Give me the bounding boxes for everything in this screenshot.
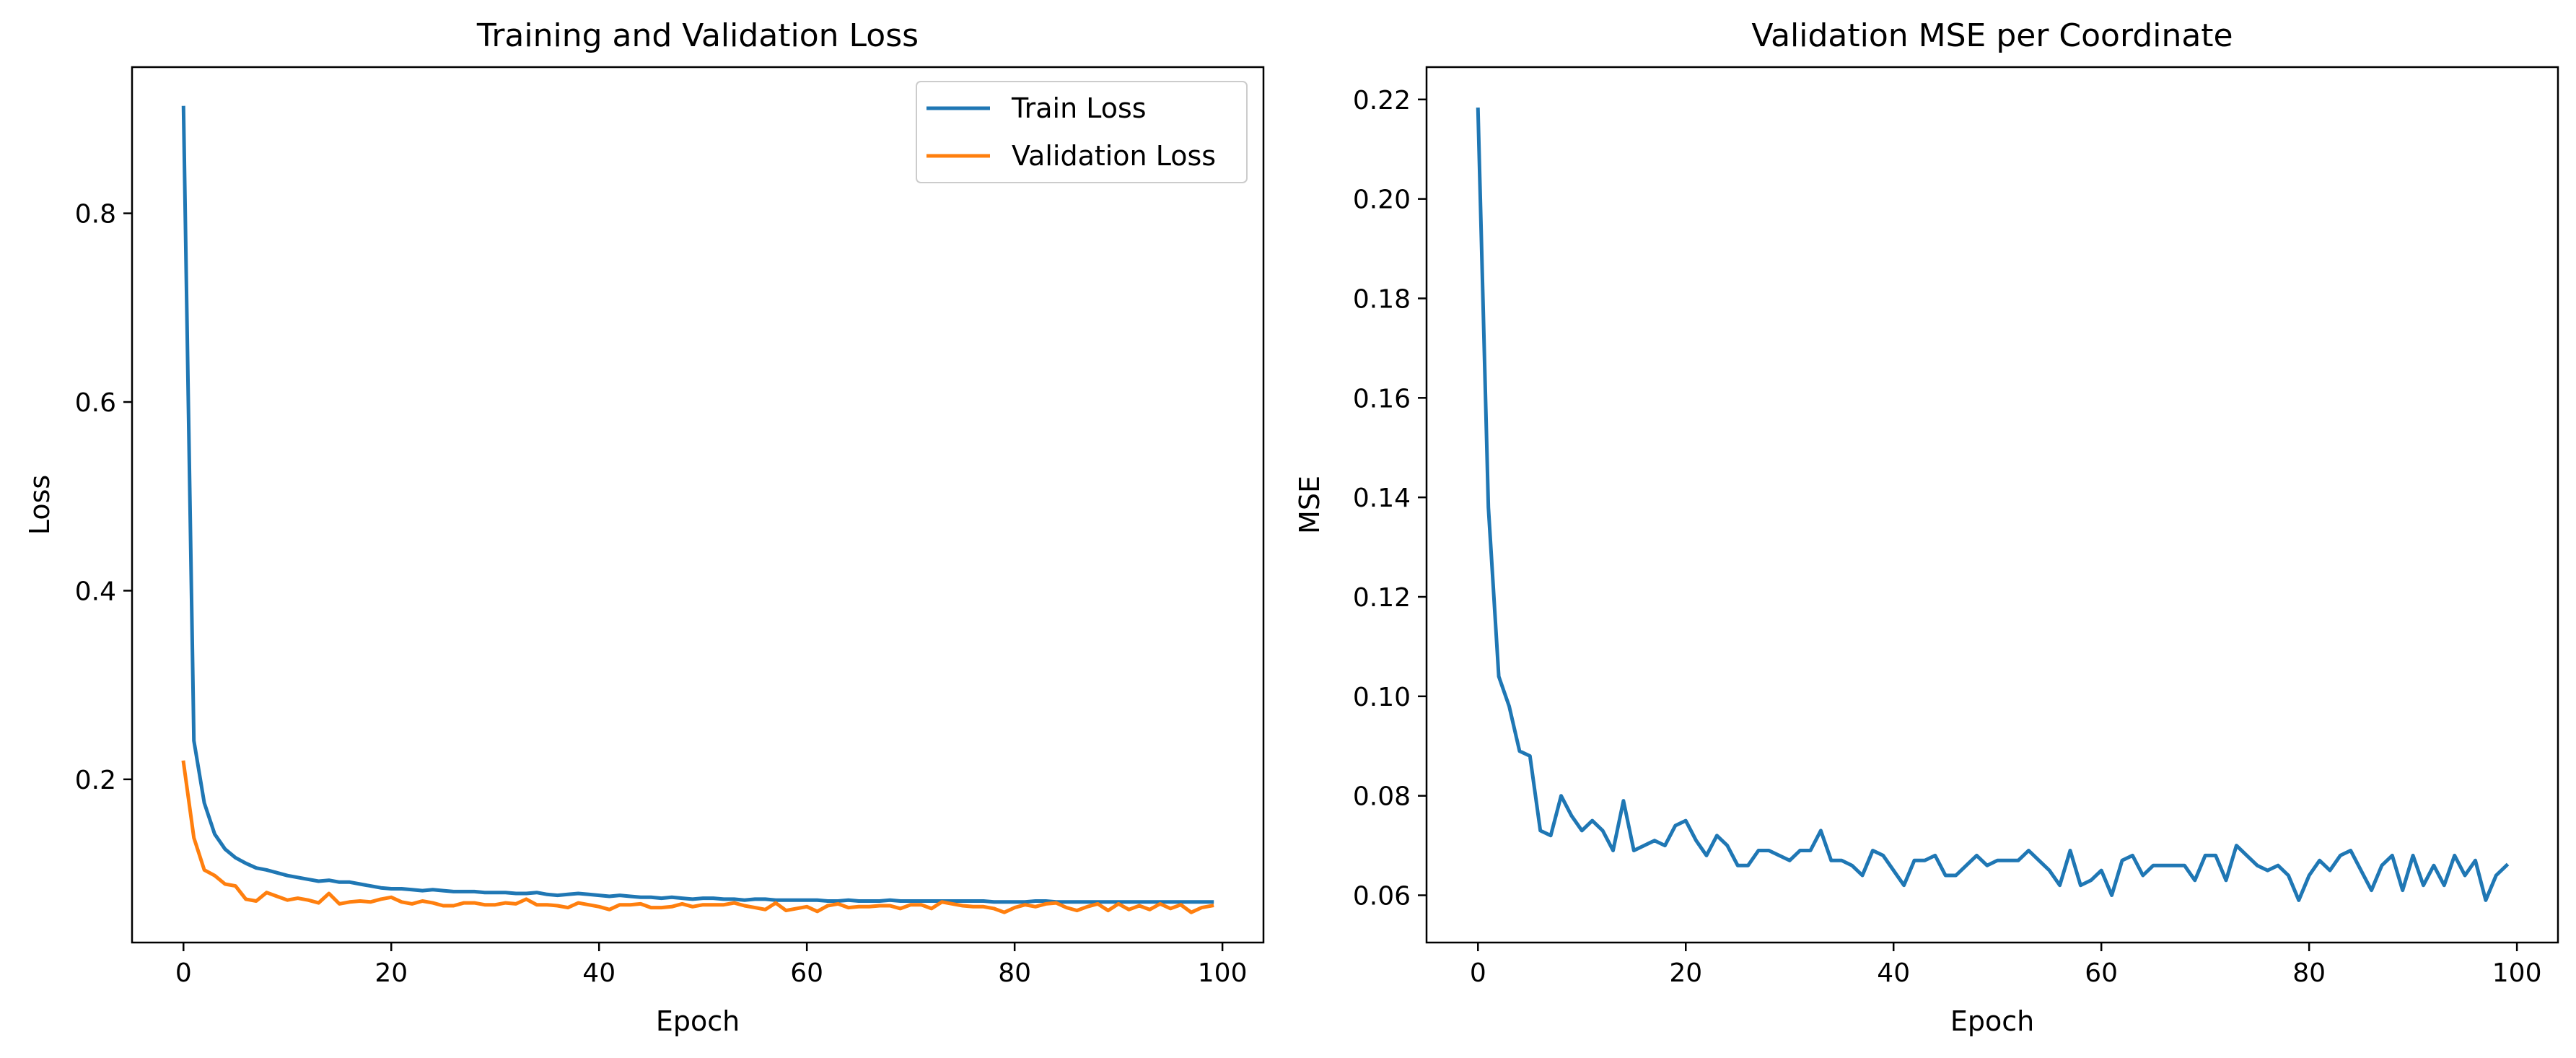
mse-chart: Validation MSE per Coordinate 0 20 40 60 80 10…	[1294, 17, 2559, 1037]
x-axis-label: Epoch	[656, 1005, 740, 1037]
y-tick-label: 0.20	[1353, 185, 1411, 215]
y-tick-label: 0.16	[1353, 384, 1411, 414]
x-tick-label: 40	[582, 958, 615, 988]
y-tick-label: 0.08	[1353, 782, 1411, 812]
y-tick-label: 0.4	[75, 577, 116, 606]
x-tick-label: 100	[1198, 958, 1248, 988]
legend-label: Validation Loss	[1012, 140, 1216, 172]
x-tick-label: 80	[2292, 958, 2326, 988]
loss-chart: Training and Validation Loss 0 20 40 60 80 100…	[24, 17, 1265, 1037]
x-tick-label: 20	[1669, 958, 1702, 988]
x-tick-label: 40	[1877, 958, 1910, 988]
y-tick-label: 0.18	[1353, 284, 1411, 314]
y-tick-label: 0.12	[1353, 583, 1411, 613]
y-tick-label: 0.06	[1353, 882, 1411, 911]
chart-title: Training and Validation Loss	[476, 17, 919, 54]
x-tick-label: 0	[175, 958, 192, 988]
y-tick-label: 0.22	[1353, 86, 1411, 115]
y-tick-label: 0.14	[1353, 484, 1411, 513]
x-tick-label: 80	[998, 958, 1031, 988]
series-line-2	[181, 760, 1214, 914]
legend: Train Loss Validation Loss	[916, 81, 1248, 183]
y-tick-label: 0.8	[75, 200, 116, 229]
legend-box	[916, 81, 1248, 183]
x-tick-label: 60	[790, 958, 823, 988]
x-tick-label: 20	[374, 958, 408, 988]
y-tick-label: 0.10	[1353, 683, 1411, 712]
series-line-1	[181, 105, 1214, 904]
y-tick-label: 0.6	[75, 388, 116, 418]
x-tick-label: 0	[1470, 958, 1486, 988]
y-tick-label: 0.2	[75, 766, 116, 795]
legend-label: Train Loss	[1011, 92, 1147, 124]
x-tick-label: 60	[2085, 958, 2118, 988]
plot-frame	[1425, 66, 2559, 944]
chart-title: Validation MSE per Coordinate	[1751, 17, 2233, 54]
x-axis-label: Epoch	[1950, 1005, 2034, 1037]
series-line-1	[1476, 108, 2510, 902]
y-axis-label: Loss	[24, 475, 56, 535]
x-tick-label: 100	[2492, 958, 2542, 988]
plot-frame	[131, 66, 1265, 944]
y-axis-label: MSE	[1294, 476, 1326, 534]
